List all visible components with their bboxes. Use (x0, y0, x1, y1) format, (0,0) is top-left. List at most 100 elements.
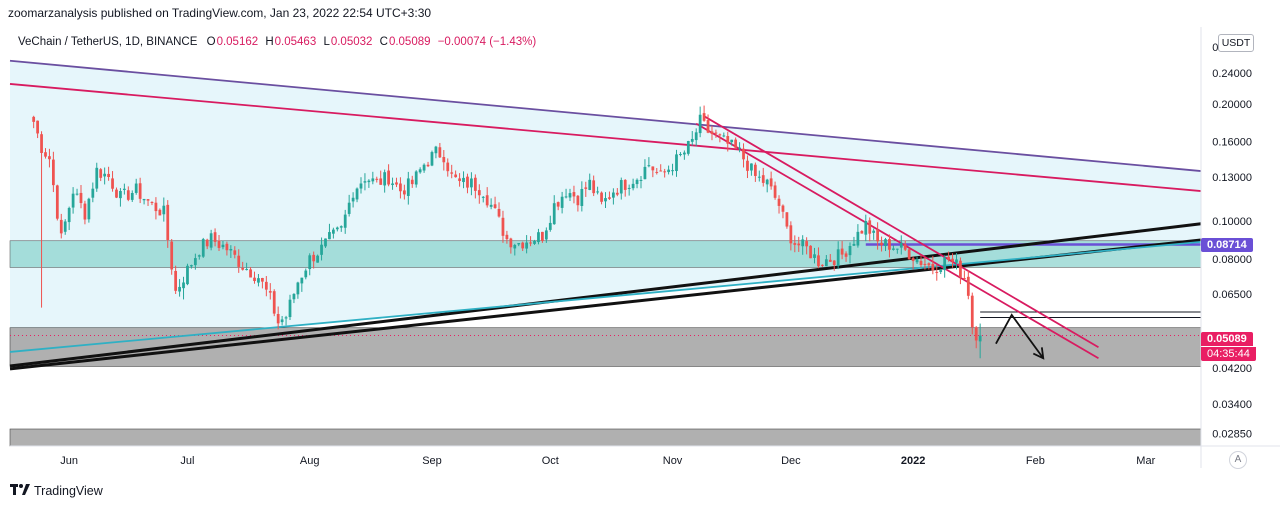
candle (367, 179, 371, 188)
candle (915, 256, 919, 265)
candle (418, 167, 422, 174)
candle-body (249, 269, 252, 278)
candle-body (639, 179, 643, 181)
candle-body (79, 192, 83, 204)
candle (253, 271, 256, 284)
candle (79, 185, 83, 209)
candle (186, 263, 189, 286)
tradingview-branding[interactable]: TradingView (10, 483, 103, 498)
candle (694, 128, 698, 147)
candle-body (600, 192, 603, 202)
candle (840, 241, 844, 260)
candle-body (848, 245, 852, 256)
candle-body (138, 183, 142, 199)
candle (288, 294, 292, 320)
candle-body (63, 221, 67, 232)
candle-body (923, 263, 927, 265)
candle (268, 283, 272, 300)
candle (493, 196, 497, 209)
candle-body (410, 179, 414, 185)
candle (434, 145, 438, 159)
auto-scale-button[interactable]: A (1229, 451, 1247, 469)
candle (580, 181, 584, 212)
candle-body (880, 242, 883, 246)
candle-body (966, 276, 970, 296)
candle (316, 254, 319, 263)
candle-body (442, 156, 446, 163)
candle (675, 149, 678, 177)
candle-body (753, 164, 757, 176)
candle (955, 253, 958, 270)
candle-body (864, 221, 868, 235)
candle-body (679, 154, 682, 156)
candle-body (454, 174, 458, 178)
x-tick-label: Nov (663, 455, 683, 467)
candle-body (328, 232, 331, 240)
legend-low-label: L (323, 36, 330, 48)
candle-body (292, 293, 296, 300)
candle-body (686, 141, 690, 154)
candle-body (418, 169, 422, 173)
candle-body (773, 185, 777, 198)
candle (150, 201, 154, 206)
candle-body (840, 248, 844, 255)
candle (170, 239, 174, 275)
candle (817, 247, 820, 269)
candle-body (182, 282, 185, 289)
legend-symbol[interactable]: VeChain / TetherUS, 1D, BINANCE (18, 36, 198, 48)
candle (943, 255, 947, 278)
candle-body (75, 193, 79, 195)
candle-body (190, 265, 193, 267)
candle (604, 192, 607, 208)
candle (146, 199, 150, 206)
candle-body (568, 193, 572, 198)
candle-body (363, 181, 367, 183)
candle (371, 171, 375, 185)
candle (757, 170, 761, 182)
candle-body (769, 178, 773, 187)
countdown-tag: 04:35:44 (1201, 347, 1256, 361)
candle (505, 230, 509, 244)
candle (548, 215, 552, 232)
legend-high: 0.05463 (274, 36, 317, 48)
candle-body (667, 169, 670, 173)
candle-body (970, 295, 974, 328)
candle (730, 139, 734, 146)
candle (395, 177, 398, 188)
candle-body (974, 327, 978, 341)
candle (801, 235, 805, 255)
candle (627, 184, 631, 196)
candle-body (738, 147, 741, 149)
candle (438, 142, 442, 159)
candle-body (793, 243, 797, 245)
candle-body (438, 147, 442, 158)
candle (907, 248, 911, 260)
candle (292, 293, 296, 304)
candle-body (765, 179, 769, 185)
candle-body (402, 190, 406, 195)
projection-arrowhead (1032, 347, 1045, 360)
level-price-tag: 0.08714 (1201, 238, 1253, 252)
candle (643, 159, 647, 180)
x-tick-label: Jul (180, 455, 194, 467)
candle (663, 168, 667, 178)
legend-change: −0.00074 (−1.43%) (437, 36, 537, 48)
y-tick-label: 0.08000 (1212, 254, 1252, 266)
candle (671, 163, 674, 176)
currency-unit-button[interactable]: USDT (1218, 34, 1254, 52)
candle (245, 262, 249, 271)
candle (868, 217, 872, 242)
candle (876, 222, 879, 250)
candle (142, 198, 146, 205)
candle-body (387, 170, 390, 185)
candle-body (541, 231, 544, 241)
candle-body (951, 258, 954, 262)
candle-body (682, 152, 686, 155)
candle-body (718, 134, 722, 136)
candle-body (395, 182, 398, 185)
candle-body (706, 120, 710, 133)
candle-body (359, 183, 363, 189)
candle-body (355, 188, 359, 200)
candle-body (888, 239, 891, 250)
